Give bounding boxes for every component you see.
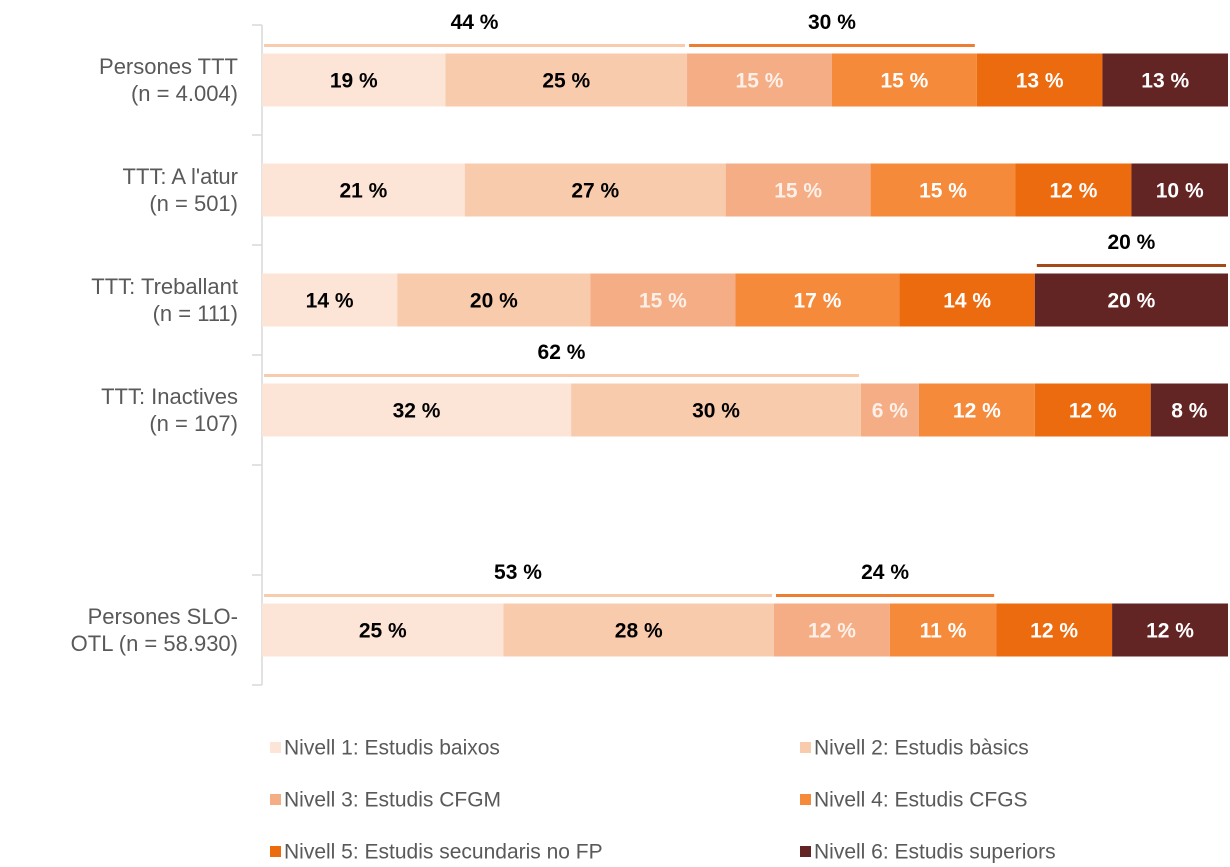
bar-segment	[262, 53, 446, 107]
value-label: 19 %	[330, 70, 378, 93]
bar-segment	[1131, 163, 1228, 217]
annotation-label: 30 %	[808, 11, 856, 34]
value-label: 15 %	[880, 70, 928, 93]
bar-segment	[1034, 273, 1228, 327]
category-label: Persones TTT (n = 4.004)	[99, 54, 238, 106]
legend-swatch	[800, 742, 811, 753]
bar-segment	[262, 603, 504, 657]
bar-segment	[725, 163, 871, 217]
bar-segment	[590, 273, 736, 327]
bar-segment	[996, 603, 1113, 657]
value-label: 13 %	[1141, 70, 1189, 93]
annotation-label: 20 %	[1107, 231, 1155, 254]
value-label: 14 %	[306, 290, 354, 313]
bar-segment	[571, 383, 861, 437]
category-label: TTT: Inactives (n = 107)	[101, 384, 238, 436]
legend-swatch	[270, 794, 281, 805]
bar-segment	[445, 53, 688, 107]
bar-segment	[899, 273, 1035, 327]
legend-label: Nivell 5: Estudis secundaris no FP	[284, 841, 603, 864]
value-label: 27 %	[571, 180, 619, 203]
annotation-label: 44 %	[451, 11, 499, 34]
value-label: 15 %	[774, 180, 822, 203]
legend-swatch	[270, 846, 281, 857]
value-label: 12 %	[1050, 180, 1098, 203]
category-label: Persones SLO- OTL (n = 58.930)	[70, 604, 238, 656]
bar-segment	[918, 383, 1035, 437]
value-label: 15 %	[919, 180, 967, 203]
legend-swatch	[800, 846, 811, 857]
value-label: 20 %	[1107, 290, 1155, 313]
value-label: 20 %	[470, 290, 518, 313]
bar-segment	[397, 273, 591, 327]
bar-segment	[1015, 163, 1132, 217]
value-label: 30 %	[692, 400, 740, 423]
bar-segment	[262, 163, 465, 217]
legend-label: Nivell 1: Estudis baixos	[284, 737, 500, 760]
bar-segment	[1034, 383, 1151, 437]
value-label: 21 %	[339, 180, 387, 203]
value-label: 12 %	[808, 620, 856, 643]
bar-segment	[735, 273, 900, 327]
legend-swatch	[270, 742, 281, 753]
annotation-label: 53 %	[494, 561, 542, 584]
value-label: 15 %	[736, 70, 784, 93]
bar-segment	[1112, 603, 1228, 657]
annotation-label: 24 %	[861, 561, 909, 584]
bar-segment	[687, 53, 832, 107]
value-label: 17 %	[794, 290, 842, 313]
value-label: 28 %	[615, 620, 663, 643]
bar-segment	[262, 273, 398, 327]
legend-label: Nivell 6: Estudis superiors	[814, 841, 1056, 864]
bar-segment	[1102, 53, 1228, 107]
category-label: TTT: Treballant (n = 111)	[91, 274, 238, 326]
value-label: 11 %	[920, 620, 967, 643]
value-label: 12 %	[1069, 400, 1117, 423]
value-label: 10 %	[1156, 180, 1204, 203]
legend-label: Nivell 4: Estudis CFGS	[814, 789, 1028, 812]
bar-segment	[262, 383, 572, 437]
category-label: TTT: A l'atur (n = 501)	[122, 164, 238, 216]
annotation-label: 62 %	[538, 341, 586, 364]
value-label: 13 %	[1016, 70, 1064, 93]
bar-segment	[976, 53, 1103, 107]
bar-segment	[889, 603, 997, 657]
value-label: 25 %	[542, 70, 590, 93]
bar-segment	[870, 163, 1016, 217]
bar-segment	[503, 603, 774, 657]
legend-label: Nivell 3: Estudis CFGM	[284, 789, 501, 812]
value-label: 12 %	[1146, 620, 1194, 643]
bar-segment	[464, 163, 726, 217]
value-label: 32 %	[393, 400, 441, 423]
value-label: 15 %	[639, 290, 687, 313]
bar-segment	[773, 603, 890, 657]
value-label: 12 %	[1030, 620, 1078, 643]
bar-segment	[860, 383, 919, 437]
value-label: 12 %	[953, 400, 1001, 423]
value-label: 6 %	[872, 400, 909, 423]
bar-segment	[831, 53, 977, 107]
bar-segment	[1150, 383, 1228, 437]
value-label: 25 %	[359, 620, 407, 643]
legend-swatch	[800, 794, 811, 805]
value-label: 8 %	[1171, 400, 1208, 423]
value-label: 14 %	[943, 290, 991, 313]
legend-label: Nivell 2: Estudis bàsics	[814, 737, 1029, 760]
